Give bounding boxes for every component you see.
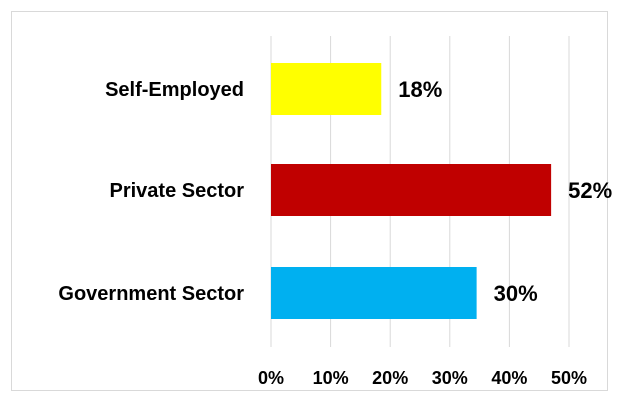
data-label: 30% (494, 281, 538, 306)
x-tick-label: 20% (372, 368, 408, 388)
labels: 0% 10% 20% 30% 40% 50% Self-Employed 18% Private… (58, 77, 612, 388)
bars (271, 63, 552, 319)
category-label: Self-Employed (105, 79, 244, 101)
data-label: 18% (398, 77, 442, 102)
x-tick-label: 10% (313, 368, 349, 388)
bar (271, 63, 382, 115)
x-tick-label: 0% (258, 368, 284, 388)
category-label: Government Sector (58, 283, 244, 305)
bar (271, 164, 552, 216)
x-tick-label: 50% (551, 368, 587, 388)
category-label: Private Sector (109, 180, 244, 202)
x-tick-label: 40% (491, 368, 527, 388)
x-tick-label: 30% (432, 368, 468, 388)
data-label: 52% (568, 178, 612, 203)
bar (271, 267, 477, 319)
